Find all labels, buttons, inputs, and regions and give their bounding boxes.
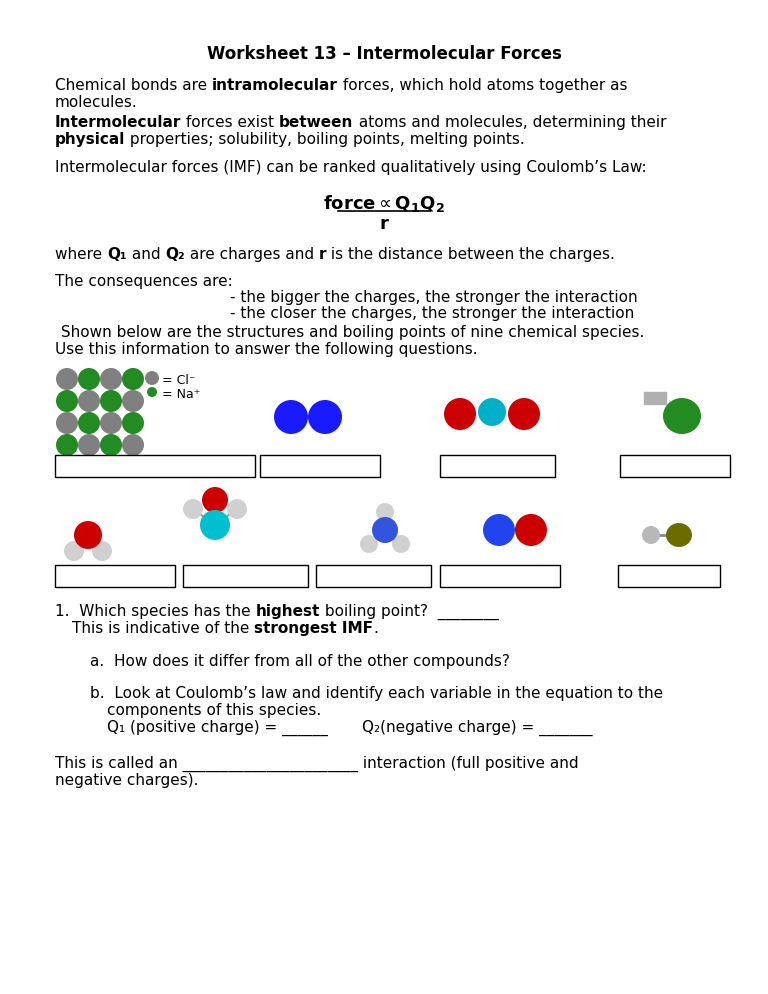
Circle shape bbox=[274, 400, 308, 434]
Circle shape bbox=[56, 390, 78, 412]
Circle shape bbox=[147, 387, 157, 397]
Text: highest: highest bbox=[256, 604, 320, 619]
Circle shape bbox=[227, 499, 247, 519]
Circle shape bbox=[642, 526, 660, 544]
Text: This is indicative of the: This is indicative of the bbox=[72, 621, 254, 636]
Text: r: r bbox=[319, 247, 326, 262]
Text: NaCl = 1413°C: NaCl = 1413°C bbox=[102, 459, 207, 473]
Circle shape bbox=[200, 510, 230, 540]
Circle shape bbox=[308, 400, 342, 434]
Text: The consequences are:: The consequences are: bbox=[55, 274, 233, 289]
Text: Use this information to answer the following questions.: Use this information to answer the follo… bbox=[55, 342, 478, 357]
Circle shape bbox=[100, 368, 122, 390]
Text: properties; solubility, boiling points, melting points.: properties; solubility, boiling points, … bbox=[125, 132, 525, 147]
Text: b.  Look at Coulomb’s law and identify each variable in the equation to the: b. Look at Coulomb’s law and identify ea… bbox=[90, 686, 663, 701]
Circle shape bbox=[444, 398, 476, 430]
Text: components of this species.: components of this species. bbox=[107, 703, 321, 718]
Text: molecules.: molecules. bbox=[55, 95, 137, 110]
Text: - the closer the charges, the stronger the interaction: - the closer the charges, the stronger t… bbox=[230, 306, 634, 321]
Circle shape bbox=[183, 499, 203, 519]
Bar bbox=[644, 392, 666, 404]
Text: strongest IMF: strongest IMF bbox=[254, 621, 373, 636]
Text: This is called an _______________________ interaction (full positive and: This is called an ______________________… bbox=[55, 756, 578, 772]
Circle shape bbox=[78, 412, 100, 434]
Circle shape bbox=[56, 434, 78, 456]
Circle shape bbox=[78, 368, 100, 390]
Circle shape bbox=[122, 412, 144, 434]
Text: = Na⁺: = Na⁺ bbox=[162, 388, 200, 401]
Text: intramolecular: intramolecular bbox=[212, 78, 338, 93]
Text: Worksheet 13 – Intermolecular Forces: Worksheet 13 – Intermolecular Forces bbox=[207, 45, 561, 63]
Circle shape bbox=[392, 535, 410, 553]
Text: negative charges).: negative charges). bbox=[55, 773, 198, 788]
FancyBboxPatch shape bbox=[440, 565, 560, 587]
Circle shape bbox=[360, 535, 378, 553]
Text: - the bigger the charges, the stronger the interaction: - the bigger the charges, the stronger t… bbox=[230, 290, 637, 305]
Text: Shown below are the structures and boiling points of nine chemical species.: Shown below are the structures and boili… bbox=[56, 325, 644, 340]
Circle shape bbox=[372, 517, 398, 543]
Text: forces, which hold atoms together as: forces, which hold atoms together as bbox=[338, 78, 627, 93]
Text: where: where bbox=[55, 247, 107, 262]
Text: Chemical bonds are: Chemical bonds are bbox=[55, 78, 212, 93]
Text: NH₃ = -33°C: NH₃ = -33°C bbox=[330, 569, 416, 583]
Text: Intermolecular: Intermolecular bbox=[55, 115, 181, 130]
Circle shape bbox=[515, 514, 547, 546]
Text: $\mathbf{force} \propto \mathbf{Q_1Q_2}$: $\mathbf{force} \propto \mathbf{Q_1Q_2}$ bbox=[323, 193, 445, 214]
Text: between: between bbox=[280, 115, 353, 130]
Circle shape bbox=[122, 434, 144, 456]
FancyBboxPatch shape bbox=[316, 565, 431, 587]
FancyBboxPatch shape bbox=[55, 565, 175, 587]
Text: Q₁ (positive charge) = ______       Q₂(negative charge) = _______: Q₁ (positive charge) = ______ Q₂(negativ… bbox=[107, 720, 592, 737]
Text: boiling point?  ________: boiling point? ________ bbox=[320, 604, 498, 620]
Text: and: and bbox=[127, 247, 165, 262]
Circle shape bbox=[78, 390, 100, 412]
Text: = Cl⁻: = Cl⁻ bbox=[162, 374, 196, 387]
Text: CO₂ = -57°C: CO₂ = -57°C bbox=[455, 459, 541, 473]
Text: are charges and: are charges and bbox=[185, 247, 319, 262]
Circle shape bbox=[78, 434, 100, 456]
Text: HBr = -66°C: HBr = -66°C bbox=[632, 459, 718, 473]
FancyBboxPatch shape bbox=[440, 455, 555, 477]
Text: NO = -150°C: NO = -150°C bbox=[455, 569, 545, 583]
Circle shape bbox=[100, 412, 122, 434]
Text: 1.  Which species has the: 1. Which species has the bbox=[55, 604, 256, 619]
FancyBboxPatch shape bbox=[55, 455, 255, 477]
Text: H₂O = 100°C: H₂O = 100°C bbox=[70, 569, 160, 583]
Circle shape bbox=[56, 368, 78, 390]
Circle shape bbox=[478, 398, 506, 426]
Text: a.  How does it differ from all of the other compounds?: a. How does it differ from all of the ot… bbox=[90, 654, 510, 669]
Text: physical: physical bbox=[55, 132, 125, 147]
Circle shape bbox=[508, 398, 540, 430]
Circle shape bbox=[64, 541, 84, 561]
Circle shape bbox=[100, 390, 122, 412]
Circle shape bbox=[122, 368, 144, 390]
Text: is the distance between the charges.: is the distance between the charges. bbox=[326, 247, 615, 262]
Circle shape bbox=[100, 434, 122, 456]
Text: Q₁: Q₁ bbox=[107, 247, 127, 262]
Circle shape bbox=[74, 521, 102, 549]
Text: Intermolecular forces (IMF) can be ranked qualitatively using Coulomb’s Law:: Intermolecular forces (IMF) can be ranke… bbox=[55, 160, 647, 175]
FancyBboxPatch shape bbox=[618, 565, 720, 587]
Circle shape bbox=[483, 514, 515, 546]
Circle shape bbox=[202, 487, 228, 513]
Circle shape bbox=[145, 371, 159, 385]
Text: CH₂O = - 21°C: CH₂O = - 21°C bbox=[195, 569, 296, 583]
Ellipse shape bbox=[666, 523, 692, 547]
FancyBboxPatch shape bbox=[620, 455, 730, 477]
Circle shape bbox=[92, 541, 112, 561]
Text: HF = 19°C: HF = 19°C bbox=[632, 569, 706, 583]
Text: atoms and molecules, determining their: atoms and molecules, determining their bbox=[353, 115, 666, 130]
Text: $\mathbf{r}$: $\mathbf{r}$ bbox=[379, 215, 389, 233]
FancyBboxPatch shape bbox=[183, 565, 308, 587]
Circle shape bbox=[376, 503, 394, 521]
Circle shape bbox=[56, 412, 78, 434]
FancyBboxPatch shape bbox=[260, 455, 380, 477]
Text: N₂ = -192°C: N₂ = -192°C bbox=[278, 459, 362, 473]
Text: Q₂: Q₂ bbox=[165, 247, 185, 262]
Text: forces exist: forces exist bbox=[181, 115, 280, 130]
Ellipse shape bbox=[663, 398, 701, 434]
Circle shape bbox=[122, 390, 144, 412]
Text: .: . bbox=[373, 621, 378, 636]
